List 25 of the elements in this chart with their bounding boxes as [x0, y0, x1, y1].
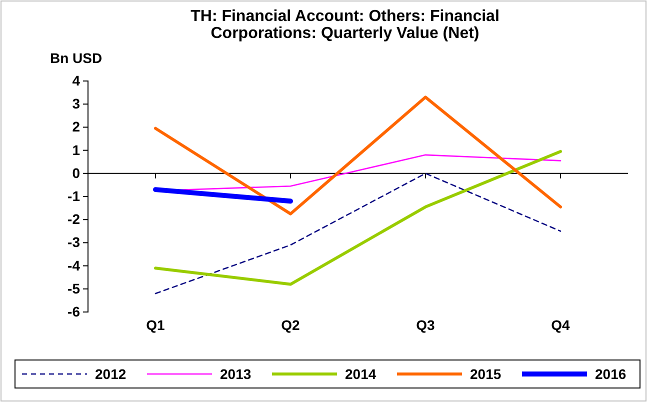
y-tick-label: 4 — [72, 72, 80, 88]
x-tick-label: Q2 — [281, 317, 300, 333]
y-tick-label: 3 — [72, 96, 80, 112]
y-tick-label: -6 — [68, 303, 80, 320]
y-tick-label: -5 — [68, 280, 80, 296]
chart-title: TH: Financial Account: Others: Financial Corporations: Quarterly Value (Net) — [190, 8, 500, 42]
y-tick-label: -2 — [68, 211, 80, 228]
y-tick-label: 0 — [72, 164, 80, 181]
x-tick-label: Q3 — [416, 317, 436, 333]
y-tick-label: -1 — [68, 188, 80, 204]
legend-label: 2015 — [470, 366, 502, 382]
legend-label: 2014 — [345, 366, 376, 382]
legend-label: 2013 — [220, 366, 252, 382]
y-tick-label: 2 — [72, 118, 80, 135]
y-tick-label: -3 — [68, 234, 80, 250]
x-tick-label: Q4 — [551, 317, 570, 333]
line-series — [154, 96, 562, 216]
legend-label: 2016 — [595, 366, 626, 382]
line-series — [154, 150, 562, 286]
y-axis-title: Bn USD — [50, 50, 102, 66]
y-tick-label: -4 — [68, 257, 80, 274]
legend-label: 2012 — [95, 366, 126, 382]
line-series — [154, 172, 562, 294]
y-tick-label: 1 — [72, 142, 80, 158]
x-tick-label: Q1 — [146, 317, 166, 333]
